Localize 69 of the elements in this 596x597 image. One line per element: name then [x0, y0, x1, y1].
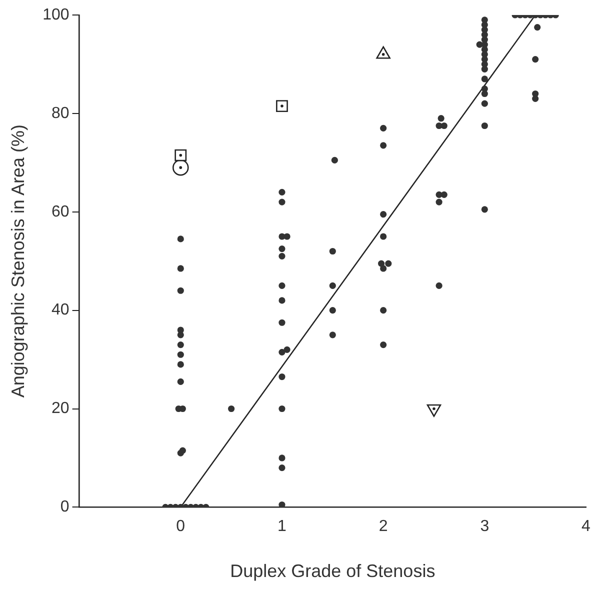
- point: [172, 159, 189, 176]
- point: [481, 100, 488, 107]
- y-tick-label: 100: [42, 6, 70, 24]
- point: [284, 346, 290, 353]
- point: [177, 351, 184, 358]
- x-tick-label: 3: [480, 518, 490, 536]
- point: [481, 122, 488, 130]
- point: [532, 56, 539, 63]
- point: [481, 206, 488, 213]
- point: [481, 76, 488, 82]
- point: [481, 86, 488, 92]
- point: [380, 124, 387, 132]
- point: [284, 233, 290, 240]
- point: [380, 233, 387, 240]
- point: [177, 378, 184, 385]
- point: [380, 142, 387, 149]
- point: [440, 122, 448, 130]
- point: [532, 90, 539, 98]
- point: [278, 348, 286, 356]
- point: [440, 191, 448, 198]
- point: [278, 282, 286, 290]
- point: [278, 319, 286, 326]
- point: [276, 100, 288, 112]
- x-tick-label: 2: [378, 518, 388, 536]
- point: [380, 307, 387, 314]
- point: [278, 501, 286, 508]
- point: [278, 405, 286, 412]
- y-tick-label: 40: [52, 302, 70, 319]
- point: [380, 341, 387, 348]
- y-tick-label: 0: [60, 498, 70, 516]
- point: [380, 211, 387, 218]
- point: [329, 282, 336, 290]
- point: [278, 454, 286, 462]
- point: [278, 464, 286, 472]
- point: [228, 405, 235, 412]
- point: [179, 447, 186, 454]
- y-tick-label: 60: [52, 203, 70, 220]
- x-tick-label: 1: [278, 518, 287, 536]
- y-axis-title: Angiographic Stenosis in Area (%): [8, 124, 28, 398]
- point: [438, 115, 444, 122]
- x-tick-label: 4: [582, 518, 591, 536]
- point: [385, 260, 392, 267]
- point: [329, 248, 336, 255]
- y-tick-label: 80: [52, 104, 70, 122]
- point: [378, 260, 385, 267]
- point: [278, 297, 286, 304]
- point: [329, 307, 336, 314]
- point: [278, 252, 286, 260]
- point: [481, 16, 488, 24]
- point: [177, 265, 184, 272]
- point: [278, 245, 286, 252]
- point: [476, 41, 483, 48]
- point: [177, 361, 184, 368]
- point: [534, 24, 541, 31]
- point: [174, 149, 187, 162]
- point: [177, 326, 184, 334]
- point: [278, 188, 286, 196]
- point: [329, 332, 336, 338]
- x-axis-title: Duplex Grade of Stenosis: [230, 561, 436, 582]
- point: [177, 236, 184, 242]
- x-tick-label: 0: [176, 518, 186, 536]
- point: [436, 282, 442, 290]
- y-tick-label: 20: [52, 400, 70, 418]
- point: [331, 156, 338, 164]
- point: [278, 373, 286, 380]
- point: [177, 341, 184, 348]
- point: [278, 198, 286, 206]
- point: [436, 198, 442, 206]
- point: [177, 287, 184, 294]
